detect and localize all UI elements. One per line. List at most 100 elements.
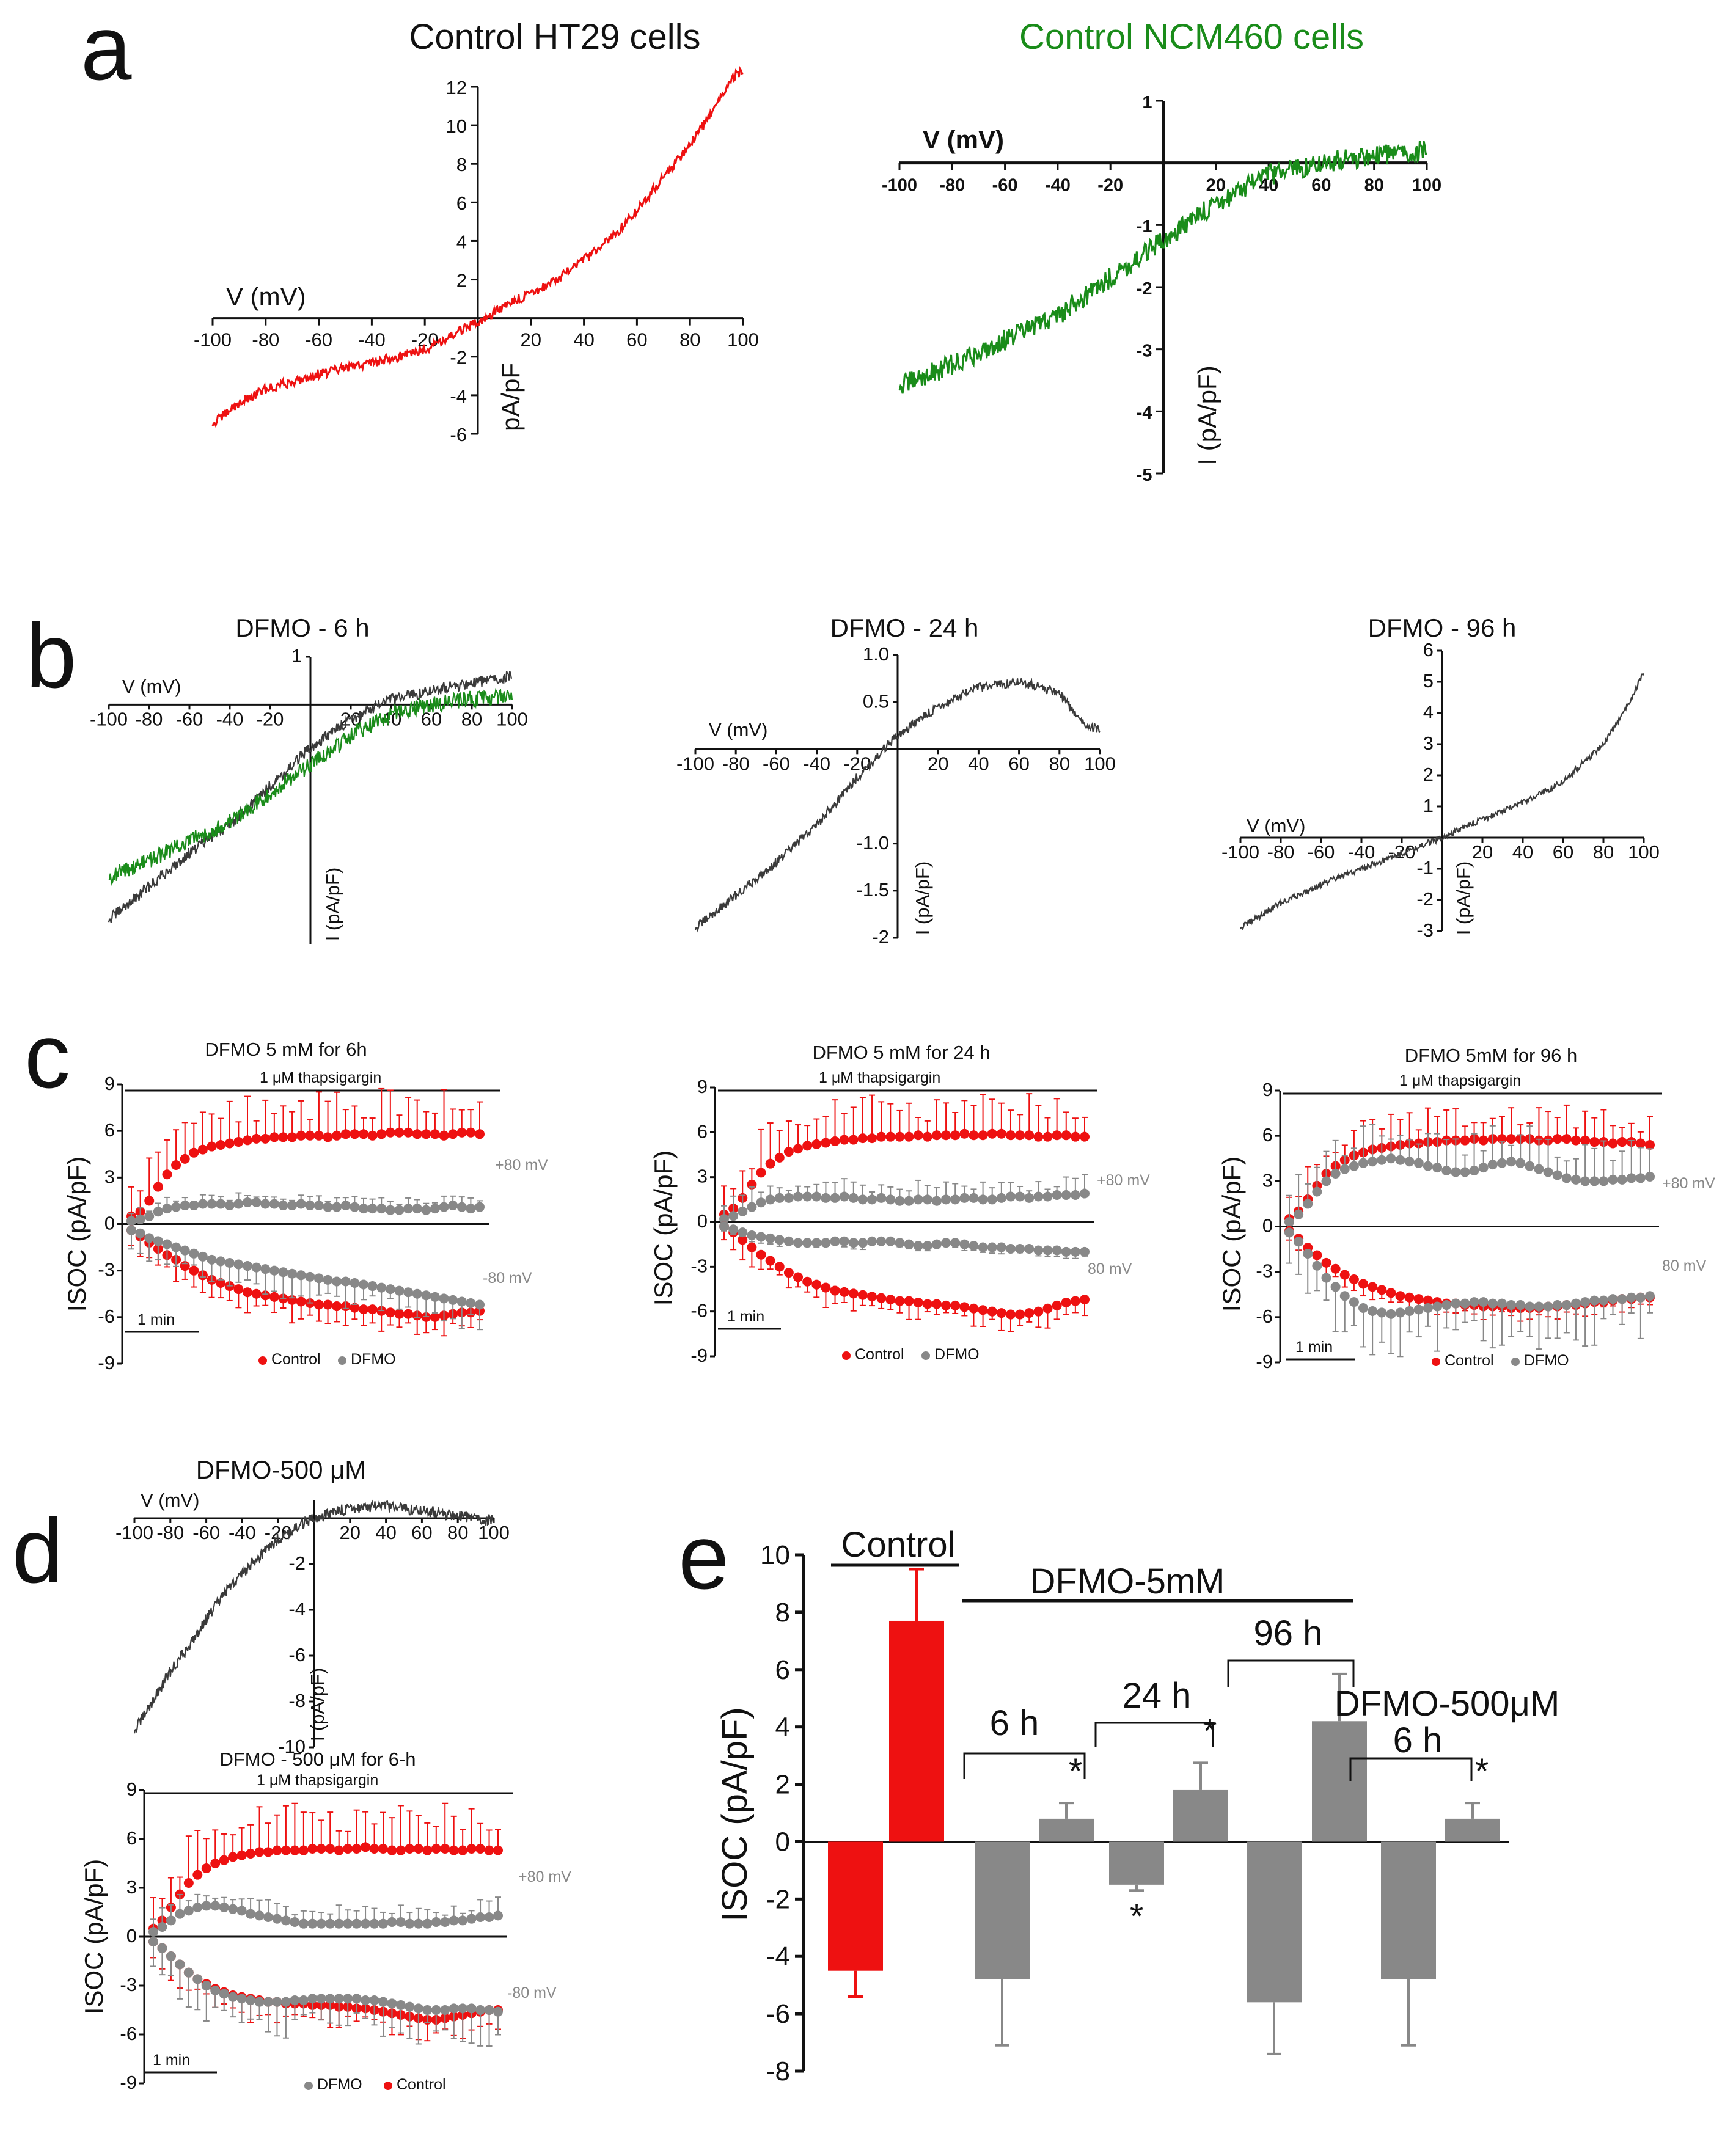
c1-point <box>359 1129 368 1139</box>
c3-point <box>1608 1174 1618 1185</box>
a1-xtick-label: -40 <box>358 329 386 351</box>
b1-series-0 <box>108 670 512 923</box>
c2-point <box>895 1196 905 1206</box>
d2-point <box>246 1995 256 2005</box>
c2-point <box>987 1242 997 1252</box>
c3-point <box>1496 1298 1507 1309</box>
c3-point <box>1284 1217 1294 1227</box>
c2-point <box>1080 1295 1090 1305</box>
c1-point <box>260 1290 271 1301</box>
e-bar-5 <box>1173 1789 1228 1842</box>
c1-point <box>475 1129 485 1139</box>
a1-xtick-label: -100 <box>194 329 232 351</box>
c3-point <box>1525 1161 1535 1171</box>
c1-point <box>340 1201 351 1211</box>
c1-point <box>260 1264 271 1274</box>
e-ytick-label: 10 <box>760 1540 790 1570</box>
c2-point <box>996 1242 1006 1252</box>
b1-xtick-label: -80 <box>136 708 163 729</box>
c2-legend-dot <box>842 1351 851 1360</box>
c3-point <box>1368 1157 1378 1167</box>
b3-xtick-label: -100 <box>1221 841 1259 863</box>
c3-point <box>1404 1306 1415 1316</box>
c2-point <box>747 1242 757 1252</box>
c2-point <box>1042 1131 1053 1142</box>
c2-point <box>913 1241 923 1251</box>
c3-point <box>1552 1170 1562 1180</box>
c1-point <box>448 1201 458 1211</box>
c1-point <box>153 1182 163 1192</box>
c3-point <box>1377 1155 1387 1165</box>
c3-point <box>1478 1297 1489 1307</box>
c3-point <box>1404 1292 1415 1303</box>
chart-c1: -9 -6 -3 3 6 9 0 DFMO 5 mM for 6h 1 μM thapsigar… <box>62 1039 548 1373</box>
c3-point <box>1617 1174 1627 1185</box>
d1-xlabel: V (mV) <box>141 1490 199 1511</box>
b1-xtick-label: 100 <box>496 708 528 729</box>
c2-point <box>1015 1191 1025 1202</box>
e-ytick-label: 8 <box>775 1598 790 1628</box>
chart-c3: -9 -6 -3 3 6 9 0 DFMO 5mM for 96 h 1 μM thapsiga… <box>1217 1045 1715 1372</box>
d2-point <box>493 1845 503 1855</box>
c3-point <box>1395 1155 1405 1165</box>
c1-point <box>287 1268 298 1279</box>
c1-point <box>243 1287 252 1298</box>
b3-ytick-label: -1 <box>1416 857 1434 879</box>
c2-thapsigargin-label: 1 μM thapsigargin <box>819 1069 940 1086</box>
e-bracket-6h <box>963 1752 1086 1779</box>
b3-xtick-label: -40 <box>1348 841 1375 863</box>
c3-point <box>1561 1300 1572 1310</box>
c2-point <box>802 1141 813 1151</box>
c1-point <box>430 1129 440 1139</box>
c2-point <box>867 1292 877 1302</box>
c3-point <box>1478 1135 1489 1146</box>
c2-point <box>1005 1244 1016 1254</box>
c1-point <box>475 1202 485 1212</box>
c1-point <box>251 1262 262 1273</box>
d1-xtick-label: -40 <box>229 1522 256 1543</box>
c3-point <box>1515 1158 1526 1168</box>
b2-ytick-label: -1.0 <box>857 832 889 854</box>
c2-label-pos: +80 mV <box>1097 1172 1150 1189</box>
a2-ytick-label: -5 <box>1137 466 1152 485</box>
c2-point <box>1061 1298 1071 1307</box>
d2-point <box>431 1917 441 1927</box>
d2-point <box>246 1909 256 1919</box>
e-bar-6 <box>1247 1841 1302 2003</box>
c3-point <box>1645 1291 1655 1301</box>
c3-point <box>1496 1158 1507 1168</box>
d2-point <box>290 1845 300 1855</box>
c3-point <box>1645 1171 1655 1182</box>
d2-point <box>378 1844 388 1854</box>
a1-xtick-label: 100 <box>727 329 759 351</box>
a1-ytick-label: 10 <box>446 115 467 137</box>
c2-point <box>1080 1131 1090 1142</box>
c1-point <box>216 1140 226 1150</box>
e-star-5: * <box>1203 1711 1217 1751</box>
d2-point <box>458 1915 468 1926</box>
c3-point <box>1561 1173 1572 1183</box>
c3-point <box>1395 1291 1405 1301</box>
d2-point <box>263 1847 273 1857</box>
d2-point <box>325 1844 335 1854</box>
c1-point <box>394 1285 405 1296</box>
c2-point <box>857 1290 868 1300</box>
panel-letter-c: c <box>24 1004 70 1107</box>
d2-point <box>405 1918 415 1929</box>
c3-point <box>1377 1307 1387 1318</box>
c2-ytick-label: -9 <box>690 1345 708 1366</box>
c3-ytick-label: -6 <box>1256 1306 1273 1327</box>
c1-point <box>180 1201 190 1211</box>
c2-point <box>996 1308 1006 1318</box>
c1-point <box>456 1127 467 1138</box>
d2-ytick-label: -6 <box>120 2023 137 2044</box>
d2-ylabel: ISOC (pA/pF) <box>79 1859 108 2014</box>
d2-point <box>254 1997 265 2007</box>
e-label-dfmo500: DFMO-500μM <box>1335 1684 1560 1723</box>
d2-point <box>343 1844 353 1854</box>
c1-point <box>243 1135 252 1146</box>
c2-point <box>1052 1245 1062 1256</box>
c1-point <box>376 1282 387 1293</box>
b2-ytick-label: -1.5 <box>857 879 889 901</box>
c1-legend-dot <box>338 1356 346 1365</box>
